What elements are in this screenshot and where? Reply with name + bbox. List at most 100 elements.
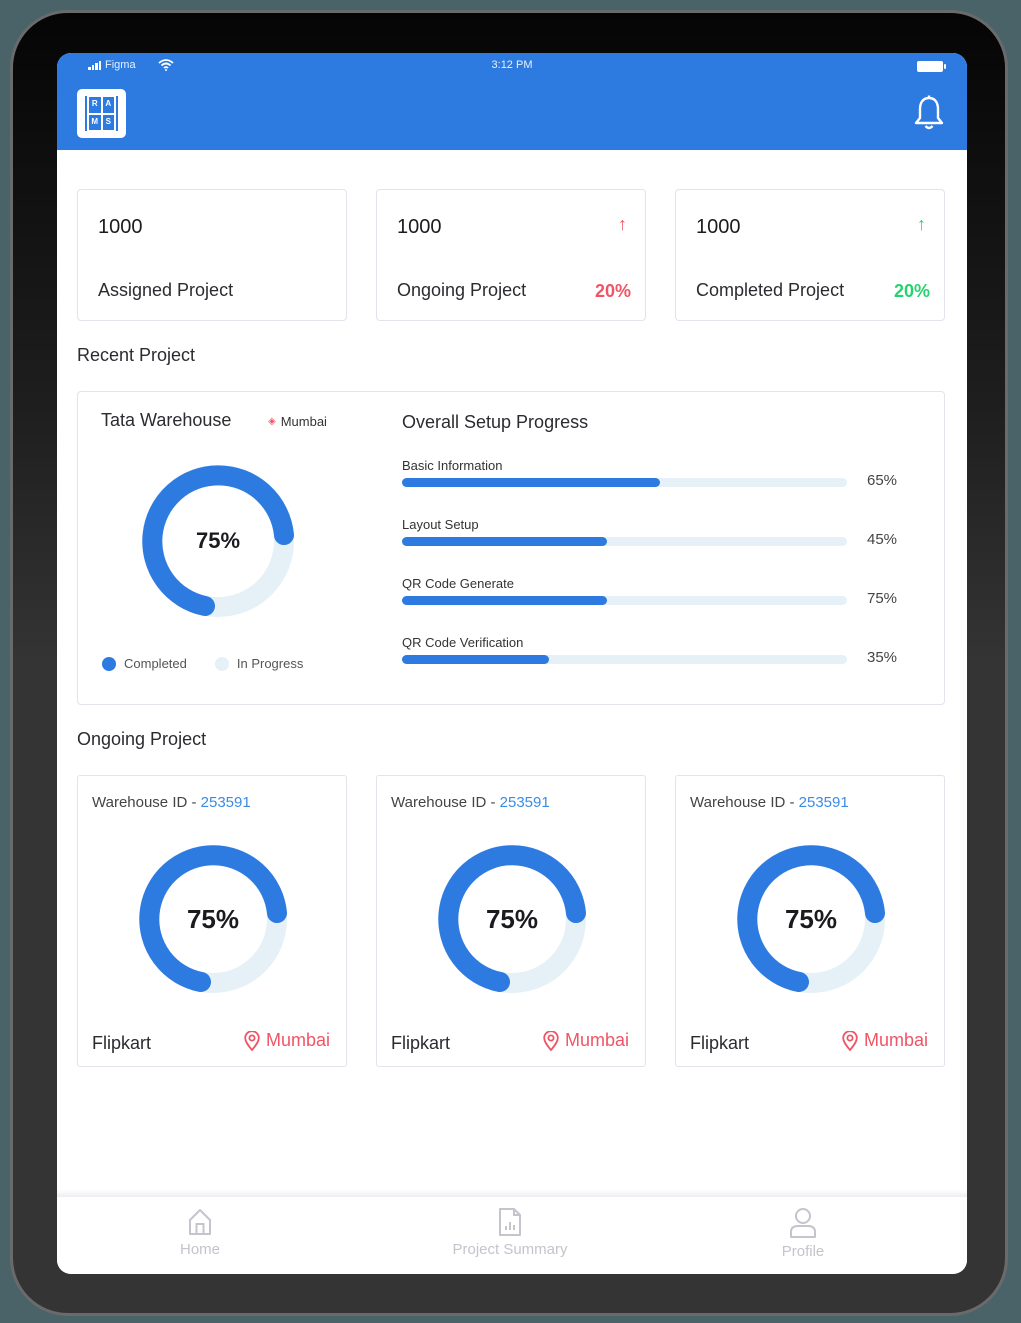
company-name: Flipkart [92, 1033, 152, 1053]
recent-donut-chart: 75% [141, 464, 295, 618]
warehouse-id-label: Warehouse ID - [690, 794, 799, 811]
progress-value: 75% [867, 590, 898, 607]
company-name: Flipkart [391, 1033, 451, 1053]
carrier-label: Figma [105, 59, 136, 71]
warehouse-id-value: 253591 [200, 794, 251, 811]
city-label: Mumbai [265, 1030, 330, 1050]
progress-track [402, 478, 847, 487]
location-pin-icon: ◈ [268, 416, 276, 427]
stat-value: 1000 [98, 216, 143, 238]
tab-project-summary[interactable]: Project Summary [430, 1207, 590, 1258]
logo-letter: S [102, 114, 114, 130]
city-label: Mumbai [863, 1030, 928, 1050]
signal-icon [88, 60, 101, 70]
progress-value: 45% [867, 531, 898, 548]
stat-label: Completed Project [696, 280, 845, 300]
arrow-up-icon: ↑ [917, 214, 926, 234]
logo-letter: R [89, 97, 101, 113]
warehouse-id-label: Warehouse ID - [391, 794, 500, 811]
progress-label: Layout Setup [402, 517, 479, 532]
project-location: Mumbai [244, 1030, 330, 1051]
bell-icon[interactable] [913, 95, 945, 131]
progress-row: Layout Setup 45% [402, 517, 922, 567]
progress-fill [402, 655, 549, 664]
battery-icon [917, 61, 946, 72]
tab-home[interactable]: Home [160, 1207, 240, 1258]
project-location: Mumbai [543, 1030, 629, 1051]
donut-ring [737, 845, 885, 993]
donut-ring [142, 465, 294, 617]
stat-percent: 20% [893, 281, 930, 301]
project-name: Tata Warehouse [101, 410, 232, 430]
legend-in-progress: In Progress [214, 656, 304, 671]
status-time: 3:12 PM [491, 59, 533, 71]
progress-fill [402, 478, 661, 487]
stat-card-completed[interactable]: 1000 ↑ Completed Project 20% [675, 189, 945, 321]
project-location: ◈ Mumbai [268, 414, 327, 429]
donut-legend: Completed In Progress [102, 656, 303, 671]
status-bar: Figma 3:12 PM [57, 59, 967, 75]
city-label: Mumbai [564, 1030, 629, 1050]
donut-ring [438, 845, 586, 993]
location-pin-icon [543, 1030, 559, 1051]
user-icon [790, 1208, 816, 1238]
tabbar-shadow [57, 1189, 967, 1197]
progress-row: QR Code Verification 35% [402, 635, 922, 685]
warehouse-id: Warehouse ID - 253591 [92, 794, 251, 811]
home-icon [189, 1209, 211, 1235]
logo-letter: M [89, 114, 101, 130]
project-donut-chart: 75% [736, 844, 886, 994]
progress-label: Basic Information [402, 458, 503, 473]
progress-fill [402, 537, 607, 546]
bottom-tab-bar: Home Project Summary Profile [57, 1197, 967, 1274]
legend-completed: Completed [102, 656, 187, 671]
logo-letter: A [102, 97, 114, 113]
report-icon [499, 1208, 521, 1236]
stat-label: Assigned Project [98, 280, 234, 300]
company-name: Flipkart [690, 1033, 750, 1053]
legend-label: Completed [124, 656, 187, 671]
ongoing-project-card[interactable]: Warehouse ID - 253591 75% Flipkart Mumba… [675, 775, 945, 1067]
legend-dot-completed [102, 656, 116, 671]
project-donut-chart: 75% [138, 844, 288, 994]
stat-value: 1000 [397, 216, 442, 238]
warehouse-id-label: Warehouse ID - [92, 794, 201, 811]
progress-row: Basic Information 65% [402, 458, 922, 508]
location-pin-icon [842, 1030, 858, 1051]
legend-label: In Progress [236, 656, 304, 671]
donut-percent: 75% [186, 903, 240, 934]
progress-fill [402, 596, 607, 605]
stat-value: 1000 [696, 216, 741, 238]
project-donut-chart: 75% [437, 844, 587, 994]
stat-card-ongoing[interactable]: 1000 ↑ Ongoing Project 20% [376, 189, 646, 321]
warehouse-id: Warehouse ID - 253591 [690, 794, 849, 811]
app-logo[interactable]: R A M S [77, 89, 126, 138]
progress-row: QR Code Generate 75% [402, 576, 922, 626]
progress-track [402, 655, 847, 664]
warehouse-id: Warehouse ID - 253591 [391, 794, 550, 811]
ongoing-project-card[interactable]: Warehouse ID - 253591 75% Flipkart Mumba… [77, 775, 347, 1067]
project-location: Mumbai [842, 1030, 928, 1051]
recent-project-heading: Recent Project [77, 345, 196, 365]
tab-label: Home [179, 1241, 220, 1258]
donut-percent: 75% [195, 528, 241, 553]
progress-label: QR Code Generate [402, 576, 515, 591]
tab-label: Profile [781, 1243, 825, 1260]
recent-project-card[interactable]: Tata Warehouse ◈ Mumbai 75% Completed In… [77, 391, 945, 705]
stat-card-assigned[interactable]: 1000 Assigned Project [77, 189, 347, 321]
app-screen: Figma 3:12 PM R A M S 1000 Assigned Proj… [57, 53, 967, 1274]
location-label: Mumbai [280, 414, 327, 429]
progress-heading: Overall Setup Progress [402, 412, 589, 432]
stat-percent: 20% [594, 281, 631, 301]
progress-value: 65% [867, 472, 898, 489]
ongoing-project-card[interactable]: Warehouse ID - 253591 75% Flipkart Mumba… [376, 775, 646, 1067]
progress-label: QR Code Verification [402, 635, 524, 650]
donut-percent: 75% [784, 903, 838, 934]
stat-label: Ongoing Project [397, 280, 527, 300]
location-pin-icon [244, 1030, 260, 1051]
tab-profile[interactable]: Profile [763, 1207, 843, 1260]
wifi-icon [157, 59, 174, 71]
app-header: Figma 3:12 PM R A M S [57, 53, 967, 150]
warehouse-id-value: 253591 [499, 794, 550, 811]
progress-track [402, 537, 847, 546]
